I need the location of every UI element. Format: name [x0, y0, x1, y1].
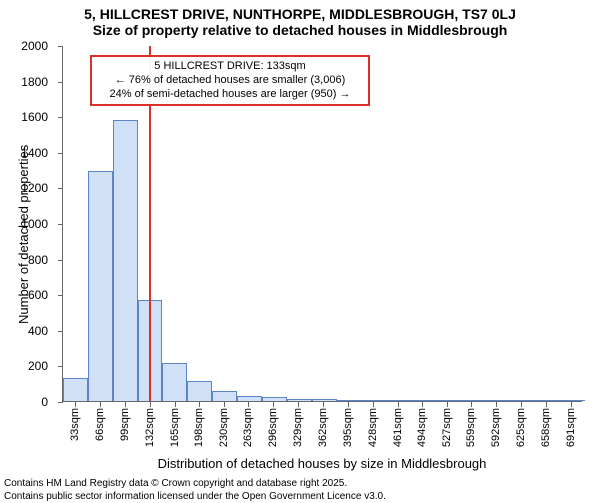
histogram-bar	[262, 397, 287, 401]
x-tick-label: 428sqm	[367, 408, 379, 447]
histogram-bar	[411, 400, 436, 401]
x-tick-mark	[546, 402, 547, 407]
histogram-bar	[511, 400, 536, 401]
y-tick-label: 400	[28, 324, 54, 338]
x-tick-label: 99sqm	[119, 408, 131, 441]
x-tick-label: 494sqm	[416, 408, 428, 447]
x-tick-label: 263sqm	[242, 408, 254, 447]
annotation-box: 5 HILLCREST DRIVE: 133sqm ← 76% of detac…	[90, 55, 370, 106]
histogram-bar	[162, 363, 187, 401]
histogram-bar	[337, 400, 362, 401]
x-tick-mark	[373, 402, 374, 407]
histogram-bar	[187, 381, 212, 401]
x-tick-label: 132sqm	[144, 408, 156, 447]
x-tick-label: 461sqm	[392, 408, 404, 447]
x-tick-mark	[348, 402, 349, 407]
x-axis-title: Distribution of detached houses by size …	[62, 456, 582, 471]
histogram-bar	[486, 400, 511, 401]
histogram-bar	[361, 400, 386, 401]
x-tick-label: 625sqm	[515, 408, 527, 447]
x-tick-label: 691sqm	[565, 408, 577, 447]
x-tick-mark	[199, 402, 200, 407]
histogram-bar	[88, 171, 113, 401]
chart-title-line1: 5, HILLCREST DRIVE, NUNTHORPE, MIDDLESBR…	[0, 6, 600, 22]
x-tick-label: 33sqm	[69, 408, 81, 441]
footer-line2: Contains public sector information licen…	[4, 491, 386, 503]
chart-title-line2: Size of property relative to detached ho…	[0, 22, 600, 38]
y-tick-label: 800	[28, 253, 54, 267]
histogram-bar	[63, 378, 88, 401]
annotation-line3: 24% of semi-detached houses are larger (…	[98, 88, 362, 102]
x-tick-label: 592sqm	[490, 408, 502, 447]
x-tick-label: 559sqm	[465, 408, 477, 447]
x-tick-mark	[323, 402, 324, 407]
y-tick-mark	[58, 260, 63, 261]
y-tick-mark	[58, 46, 63, 47]
footer-line1: Contains HM Land Registry data © Crown c…	[4, 478, 386, 491]
x-tick-mark	[398, 402, 399, 407]
x-tick-label: 395sqm	[342, 408, 354, 447]
x-tick-label: 658sqm	[540, 408, 552, 447]
x-tick-label: 230sqm	[218, 408, 230, 447]
histogram-bar	[386, 400, 411, 401]
histogram-bar	[113, 120, 138, 401]
x-tick-mark	[521, 402, 522, 407]
chart-title-block: 5, HILLCREST DRIVE, NUNTHORPE, MIDDLESBR…	[0, 0, 600, 38]
x-tick-label: 329sqm	[292, 408, 304, 447]
x-tick-mark	[471, 402, 472, 407]
y-tick-mark	[58, 295, 63, 296]
y-tick-label: 1800	[21, 75, 54, 89]
y-axis-title: Number of detached properties	[16, 145, 31, 324]
x-tick-mark	[248, 402, 249, 407]
y-tick-mark	[58, 82, 63, 83]
histogram-bar	[312, 399, 337, 401]
x-tick-label: 198sqm	[193, 408, 205, 447]
y-tick-label: 1600	[21, 110, 54, 124]
x-tick-mark	[150, 402, 151, 407]
y-tick-mark	[58, 402, 63, 403]
histogram-bar	[287, 399, 312, 401]
histogram-bar	[212, 391, 237, 401]
x-tick-mark	[175, 402, 176, 407]
x-tick-label: 66sqm	[94, 408, 106, 441]
y-tick-label: 200	[28, 359, 54, 373]
histogram-bar	[436, 400, 461, 401]
histogram-bar	[461, 400, 486, 401]
x-tick-label: 165sqm	[169, 408, 181, 447]
x-tick-label: 527sqm	[441, 408, 453, 447]
annotation-line2: ← 76% of detached houses are smaller (3,…	[98, 74, 362, 88]
x-tick-mark	[496, 402, 497, 407]
x-tick-mark	[447, 402, 448, 407]
y-tick-mark	[58, 224, 63, 225]
y-tick-mark	[58, 117, 63, 118]
y-tick-label: 600	[28, 288, 54, 302]
x-tick-mark	[75, 402, 76, 407]
x-tick-mark	[422, 402, 423, 407]
y-tick-mark	[58, 153, 63, 154]
footer-attribution: Contains HM Land Registry data © Crown c…	[4, 478, 386, 503]
y-tick-mark	[58, 366, 63, 367]
x-tick-label: 362sqm	[317, 408, 329, 447]
x-tick-mark	[100, 402, 101, 407]
annotation-line1: 5 HILLCREST DRIVE: 133sqm	[98, 60, 362, 74]
y-tick-label: 2000	[21, 39, 54, 53]
x-tick-mark	[571, 402, 572, 407]
x-tick-mark	[273, 402, 274, 407]
x-tick-label: 296sqm	[267, 408, 279, 447]
y-tick-mark	[58, 331, 63, 332]
y-tick-mark	[58, 188, 63, 189]
histogram-bar	[237, 396, 262, 401]
x-tick-mark	[298, 402, 299, 407]
x-tick-mark	[125, 402, 126, 407]
y-tick-label: 0	[41, 395, 54, 409]
histogram-bar	[560, 400, 585, 401]
histogram-bar	[536, 400, 561, 401]
x-tick-mark	[224, 402, 225, 407]
